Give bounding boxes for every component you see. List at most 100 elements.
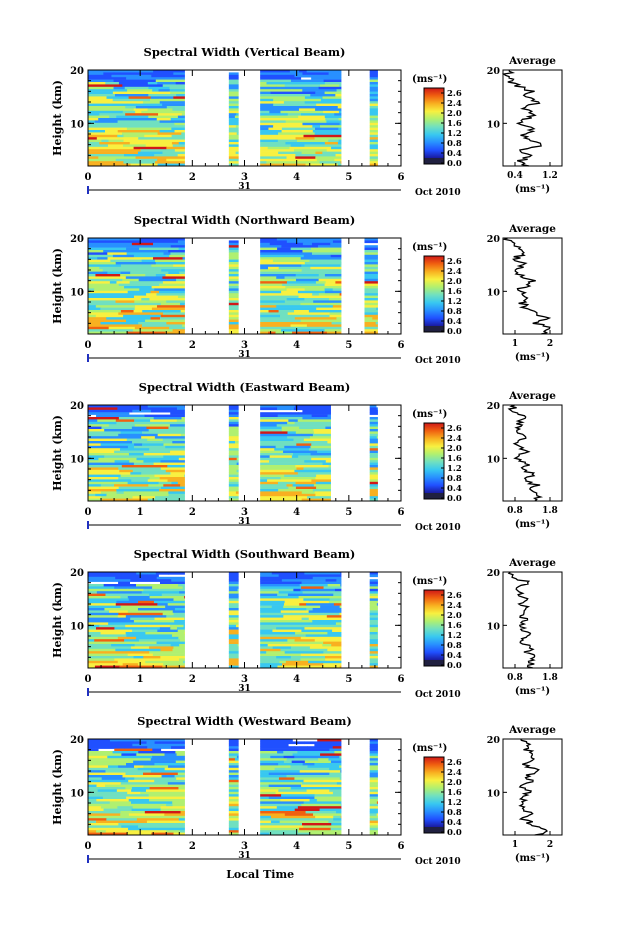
heatmap-cell (260, 149, 295, 152)
heatmap-cell (304, 144, 339, 148)
heatmap-cell (260, 433, 302, 437)
heatmap-cell (364, 238, 378, 241)
heatmap-cell (154, 779, 185, 783)
heatmap-cell (327, 632, 342, 635)
heatmap-cell (88, 238, 99, 241)
heatmap-cell (88, 598, 130, 602)
heatmap-cell (148, 86, 170, 90)
heatmap-cell (260, 603, 285, 606)
heatmap-cell (155, 262, 185, 265)
heatmap-cell (369, 493, 378, 497)
heatmap-cell (296, 443, 312, 447)
heatmap-cell (228, 443, 239, 447)
heatmap-cell (88, 156, 99, 160)
heatmap-cell (369, 86, 378, 90)
panel-northward: Spectral Width (Northward Beam)0 1 2 3 4 5 620… (51, 213, 563, 366)
heatmap-cell (160, 486, 185, 490)
colorbar-tick-label: 1.6 (447, 788, 462, 798)
heatmap-cell (159, 98, 185, 102)
heatmap-cell (283, 603, 300, 606)
heatmap-cell (260, 91, 271, 95)
heatmap-cell (260, 125, 274, 128)
heatmap-cell (110, 259, 143, 263)
heatmap-cell (273, 103, 317, 107)
heatmap-cell (322, 151, 342, 155)
heatmap-cell (106, 493, 141, 497)
heatmap-cell (101, 498, 149, 502)
heatmap-cell (128, 813, 165, 817)
heatmap-cell (311, 414, 328, 418)
heatmap-cell (260, 823, 303, 826)
heatmap-cell (170, 627, 178, 630)
y-tick-label: 20 (70, 735, 84, 746)
heatmap-cell (236, 755, 239, 759)
heatmap-cell (155, 274, 166, 277)
heatmap-cell (228, 298, 239, 301)
heatmap-cell (260, 86, 277, 90)
heatmap-cell (310, 445, 331, 449)
heatmap-cell (180, 310, 185, 313)
heatmap-cell (109, 801, 132, 805)
heatmap-cell (168, 493, 185, 497)
heatmap-cell (97, 789, 118, 793)
heatmap-cell (340, 161, 342, 164)
heatmap-cell (115, 767, 139, 771)
heatmap-cell (260, 132, 279, 136)
heatmap-cell (306, 70, 342, 73)
heatmap-cell (260, 156, 287, 160)
heatmap-cell (312, 489, 331, 492)
heatmap-cell (172, 648, 185, 652)
heatmap-cell (284, 474, 317, 478)
heatmap-cell (269, 460, 305, 463)
heatmap-cell (260, 760, 285, 764)
heatmap-cell (283, 161, 320, 164)
heatmap-cell (125, 777, 135, 781)
heatmap-cell (88, 278, 123, 282)
heatmap-cell (269, 653, 282, 657)
heatmap-cell (308, 610, 342, 614)
heatmap-cell (318, 758, 329, 761)
heatmap-cell (260, 312, 289, 316)
heatmap-cell (166, 803, 173, 807)
heatmap-cell (180, 496, 185, 499)
heatmap-cell (260, 84, 286, 88)
heatmap-cell (310, 266, 342, 270)
heatmap-cell (317, 450, 331, 454)
heatmap-cell (88, 486, 120, 490)
heatmap-cell (260, 581, 302, 585)
colorbar-unit: (ms⁻¹) (412, 409, 447, 420)
heatmap-cell (317, 295, 342, 299)
heatmap-cell (183, 286, 185, 289)
heatmap-cell (302, 591, 342, 594)
heatmap-cell (88, 113, 100, 116)
heatmap-cell (296, 139, 329, 143)
heatmap-cell (88, 118, 99, 121)
heatmap-cell (369, 142, 378, 145)
heatmap-cell (159, 820, 185, 824)
heatmap-cell (119, 448, 150, 451)
heatmap-cell (277, 751, 284, 754)
heatmap-cell (331, 823, 342, 826)
heatmap-cell (161, 622, 185, 626)
heatmap-cell (369, 813, 378, 817)
heatmap-cell (228, 424, 239, 427)
heatmap-cell (165, 274, 185, 277)
heatmap-cell (323, 110, 340, 114)
heatmap-cell (364, 302, 378, 306)
heatmap-cell (228, 276, 239, 280)
average-title: Average (508, 557, 556, 569)
heatmap-cell (377, 632, 378, 635)
heatmap-cell (364, 312, 378, 316)
colorbar-tick-label: 0.4 (447, 317, 462, 327)
heatmap-cell (369, 419, 378, 423)
heatmap-cell (276, 305, 293, 308)
heatmap-cell (88, 82, 106, 85)
heatmap-cell (376, 801, 378, 805)
heatmap-cell (88, 627, 97, 630)
heatmap-cell (228, 770, 239, 773)
data-segment (88, 238, 185, 335)
heatmap-cell (166, 830, 181, 833)
heatmap-cell (295, 156, 316, 160)
heatmap-cell (309, 436, 331, 439)
heatmap-cell (268, 79, 292, 83)
